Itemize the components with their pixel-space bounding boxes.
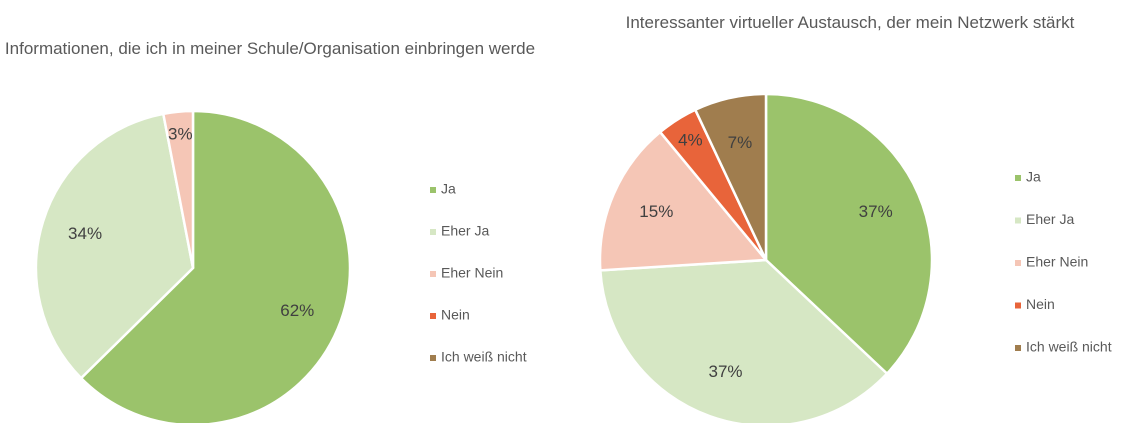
data-label: 3% xyxy=(168,125,193,144)
data-label: 4% xyxy=(678,130,703,149)
legend-swatch xyxy=(430,355,436,361)
legend-label: Ich weiß nicht xyxy=(441,349,527,365)
legend-swatch xyxy=(1015,260,1021,266)
pie-slice xyxy=(34,112,195,380)
legend-swatch xyxy=(430,271,436,277)
legend-swatch xyxy=(430,313,436,319)
data-label: 7% xyxy=(728,133,753,152)
legend-label: Eher Ja xyxy=(441,223,489,239)
legend-label: Eher Ja xyxy=(1026,211,1074,227)
pie-slice xyxy=(764,92,934,376)
data-label: 37% xyxy=(708,362,742,381)
legend-swatch xyxy=(430,229,436,235)
legend-swatch xyxy=(1015,302,1021,309)
pie-slice xyxy=(599,258,889,423)
data-label: 34% xyxy=(68,224,102,243)
legend-label: Eher Nein xyxy=(1026,254,1088,270)
legend-label: Ja xyxy=(441,181,456,197)
pie-slice xyxy=(693,92,768,261)
legend-swatch xyxy=(1015,217,1021,224)
pie-slice xyxy=(161,109,195,269)
pie-slice xyxy=(598,130,769,272)
legend-label: Eher Nein xyxy=(441,265,503,281)
legend-swatch xyxy=(1015,175,1021,181)
chart-title: Informationen, die ich in meiner Schule/… xyxy=(4,39,536,58)
legend-label: Ja xyxy=(1026,169,1041,185)
chart-title: Interessanter virtueller Austausch, der … xyxy=(625,13,1075,32)
legend-swatch xyxy=(1015,345,1021,351)
data-label: 62% xyxy=(280,301,314,320)
pie-slice xyxy=(79,109,352,423)
data-label: 15% xyxy=(639,202,673,221)
legend-swatch xyxy=(430,187,436,193)
data-label: 37% xyxy=(859,202,893,221)
legend-label: Nein xyxy=(1026,296,1055,312)
legend-label: Nein xyxy=(441,307,470,323)
legend-label: Ich weiß nicht xyxy=(1026,339,1112,355)
